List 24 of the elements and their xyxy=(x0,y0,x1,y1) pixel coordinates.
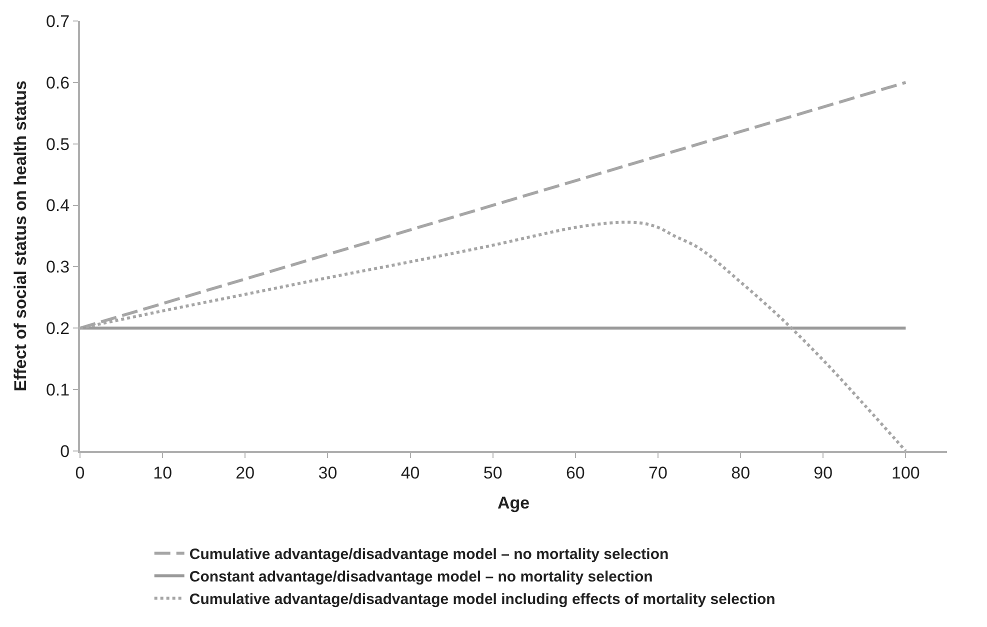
y-tick-label: 0.4 xyxy=(46,196,70,216)
y-tick-label: 0.5 xyxy=(46,134,70,154)
y-tick-label: 0.3 xyxy=(46,258,70,277)
y-tick-label: 0.1 xyxy=(46,380,70,400)
y-tick-label: 0.7 xyxy=(46,12,70,31)
y-tick-label: 0.2 xyxy=(46,319,70,338)
legend-label: Constant advantage/disadvantage model – no mortality selection xyxy=(189,568,653,586)
x-tick-label: 10 xyxy=(153,463,172,482)
y-axis-title: Effect of social status on health status xyxy=(11,80,30,392)
x-tick-label: 60 xyxy=(566,463,585,482)
x-tick-label: 50 xyxy=(483,463,502,482)
x-tick-label: 70 xyxy=(648,463,668,482)
y-tick-label: 0 xyxy=(60,442,70,461)
x-tick-label: 80 xyxy=(731,463,750,482)
x-tick-label: 90 xyxy=(814,463,833,482)
x-axis-title: Age xyxy=(497,493,530,512)
x-tick-label: 0 xyxy=(75,463,85,482)
x-tick-label: 30 xyxy=(318,463,338,482)
y-tick-label: 0.6 xyxy=(46,73,70,92)
legend-label: Cumulative advantage/disadvantage model including effects of mortality selection xyxy=(189,591,776,608)
x-tick-label: 20 xyxy=(236,463,255,482)
legend-label: Cumulative advantage/disadvantage model – no mortality selection xyxy=(189,546,669,564)
x-tick-label: 40 xyxy=(400,463,420,482)
x-tick-label: 100 xyxy=(892,463,920,482)
